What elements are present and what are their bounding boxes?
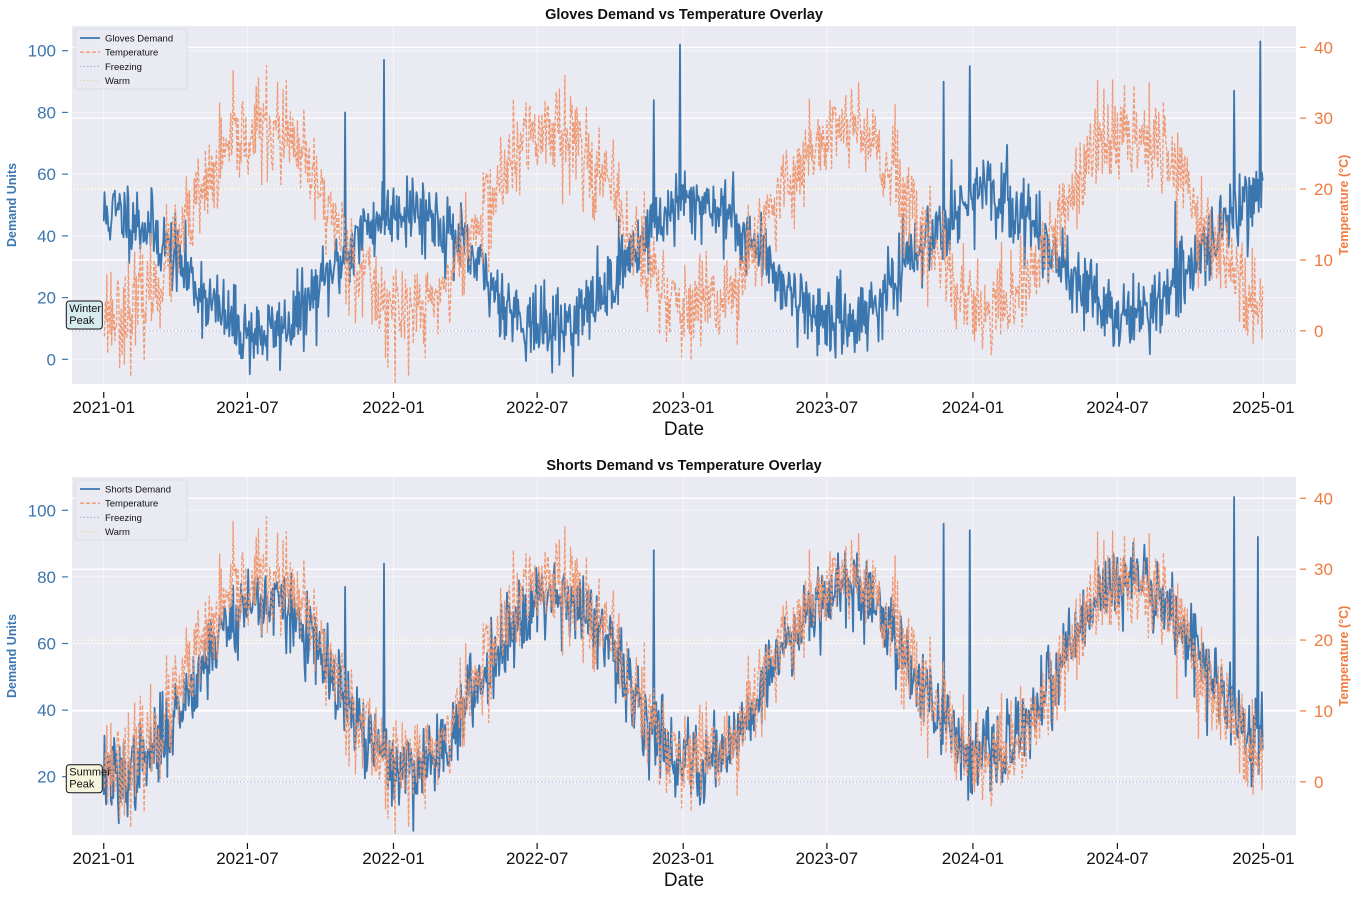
x-tick-label: 2024-07: [1086, 398, 1148, 417]
y2-tick-label: 10: [1314, 251, 1333, 270]
y2-tick-label: 40: [1314, 489, 1333, 508]
y2-tick-label: 0: [1314, 322, 1323, 341]
x-tick-label: 2023-01: [652, 398, 714, 417]
y2-tick-label: 30: [1314, 109, 1333, 128]
x-tick-label: 2021-01: [73, 849, 135, 868]
legend-label: Warm: [105, 527, 130, 538]
legend-label: Freezing: [105, 62, 142, 73]
chart-title: Gloves Demand vs Temperature Overlay: [545, 7, 823, 23]
annotation-text: Peak: [69, 779, 95, 791]
legend-label: Freezing: [105, 513, 142, 524]
gloves-chart-panel: 2021-01 2021-07 2022-01 2022-07 2023-01 2023-…: [5, 7, 1351, 440]
x-tick-label: 2023-07: [796, 849, 858, 868]
demand-series-line: [102, 40, 1264, 378]
annotation-text: Summer: [69, 767, 111, 779]
y-tick-label: 100: [28, 501, 56, 520]
y2-tick-label: 20: [1314, 180, 1333, 199]
x-tick-label: 2023-01: [652, 849, 714, 868]
reference-lines: [72, 639, 1296, 783]
x-tick-label: 2024-07: [1086, 849, 1148, 868]
legend: Gloves Demand Temperature Freezing Warm: [74, 28, 188, 90]
legend-label: Temperature: [105, 499, 158, 510]
shorts-chart-panel: 2021-01 2021-07 2022-01 2022-07 2023-01 2023-…: [5, 458, 1351, 891]
legend-box: [74, 28, 188, 90]
legend-label: Temperature: [105, 48, 158, 59]
y-axis-label: Demand Units: [5, 614, 19, 698]
annotation-box: [65, 300, 103, 330]
x-tick-label: 2025-01: [1232, 398, 1294, 417]
x-tick-label: 2021-01: [73, 398, 135, 417]
chart-title: Shorts Demand vs Temperature Overlay: [546, 458, 821, 474]
y-tick-label: 40: [37, 701, 56, 720]
y2-axis-label: Temperature (°C): [1337, 155, 1351, 256]
x-tick-label: 2024-01: [942, 398, 1004, 417]
x-tick-label: 2025-01: [1232, 849, 1294, 868]
y-axis-label: Demand Units: [5, 163, 19, 247]
y-tick-label: 0: [47, 350, 56, 369]
legend-label: Warm: [105, 76, 130, 87]
y2-tick-label: 40: [1314, 38, 1333, 57]
x-tick-label: 2021-07: [216, 849, 278, 868]
legend-box: [74, 479, 188, 541]
legend-label: Gloves Demand: [105, 34, 173, 45]
legend-label: Shorts Demand: [105, 485, 171, 496]
temperature-series-line: [103, 65, 1264, 385]
series-layer: [102, 496, 1264, 836]
annotation-box: [65, 764, 103, 794]
y-tick-label: 60: [37, 165, 56, 184]
y-tick-label: 80: [37, 568, 56, 587]
x-tick-label: 2024-01: [942, 849, 1004, 868]
x-tick-label: 2022-07: [506, 849, 568, 868]
legend: Shorts Demand Temperature Freezing Warm: [74, 479, 188, 541]
x-tick-label: 2022-01: [362, 849, 424, 868]
axes: 2021-01 2021-07 2022-01 2022-07 2023-01 2023-…: [28, 489, 1333, 868]
x-tick-label: 2021-07: [216, 398, 278, 417]
y-tick-label: 100: [28, 42, 56, 61]
x-axis-label: Date: [664, 870, 704, 891]
annotation-text: Winter: [69, 303, 101, 315]
y2-tick-label: 30: [1314, 560, 1333, 579]
y-tick-label: 20: [37, 768, 56, 787]
x-axis-label: Date: [664, 419, 704, 440]
axes: 2021-01 2021-07 2022-01 2022-07 2023-01 2023-…: [28, 38, 1333, 417]
x-tick-label: 2022-01: [362, 398, 424, 417]
series-layer: [102, 40, 1264, 385]
y2-tick-label: 10: [1314, 702, 1333, 721]
y-tick-label: 80: [37, 103, 56, 122]
y-tick-label: 20: [37, 289, 56, 308]
y2-tick-label: 0: [1314, 773, 1323, 792]
y2-axis-label: Temperature (°C): [1337, 606, 1351, 707]
x-tick-label: 2023-07: [796, 398, 858, 417]
annotation-text: Peak: [69, 315, 95, 327]
x-tick-label: 2022-07: [506, 398, 568, 417]
temperature-series-line: [103, 516, 1264, 836]
y2-tick-label: 20: [1314, 631, 1333, 650]
y-tick-label: 40: [37, 227, 56, 246]
y-tick-label: 60: [37, 635, 56, 654]
